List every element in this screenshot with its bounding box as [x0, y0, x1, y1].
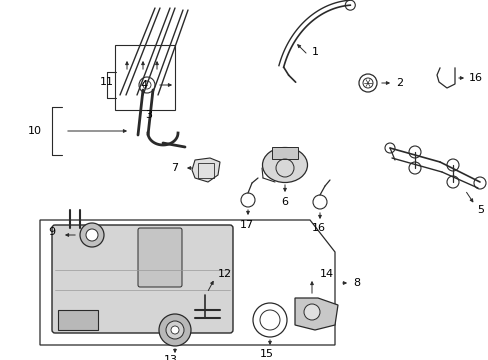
Text: 16: 16 [468, 73, 482, 83]
Bar [271, 147, 297, 159]
Text: 12: 12 [218, 269, 232, 279]
Text: 17: 17 [240, 220, 254, 230]
Text: 5: 5 [476, 205, 483, 215]
Bar [115, 45, 175, 110]
Text: 13: 13 [163, 355, 178, 360]
Text: 6: 6 [281, 197, 287, 207]
Text: 10: 10 [28, 126, 42, 136]
Bar [198, 163, 214, 178]
Text: 1: 1 [311, 47, 318, 57]
Polygon shape [294, 298, 337, 330]
Text: 14: 14 [319, 269, 333, 279]
Bar [58, 310, 98, 330]
Circle shape [446, 176, 458, 188]
Text: 7: 7 [171, 163, 178, 173]
Text: 9: 9 [48, 227, 55, 237]
FancyBboxPatch shape [138, 228, 182, 287]
Text: 2: 2 [395, 78, 402, 88]
Circle shape [473, 177, 485, 189]
Polygon shape [192, 158, 220, 182]
Circle shape [446, 159, 458, 171]
Text: 4: 4 [140, 80, 147, 90]
Circle shape [165, 321, 183, 339]
Text: 16: 16 [311, 223, 325, 233]
Circle shape [408, 146, 420, 158]
Text: 15: 15 [260, 349, 273, 359]
Circle shape [384, 143, 394, 153]
Text: 11: 11 [100, 77, 114, 87]
Circle shape [159, 314, 191, 346]
Text: 8: 8 [352, 278, 359, 288]
Circle shape [86, 229, 98, 241]
Text: 3: 3 [145, 110, 152, 120]
Circle shape [408, 162, 420, 174]
Ellipse shape [262, 148, 307, 183]
Circle shape [304, 304, 319, 320]
Circle shape [80, 223, 104, 247]
Circle shape [171, 326, 179, 334]
FancyBboxPatch shape [52, 225, 232, 333]
